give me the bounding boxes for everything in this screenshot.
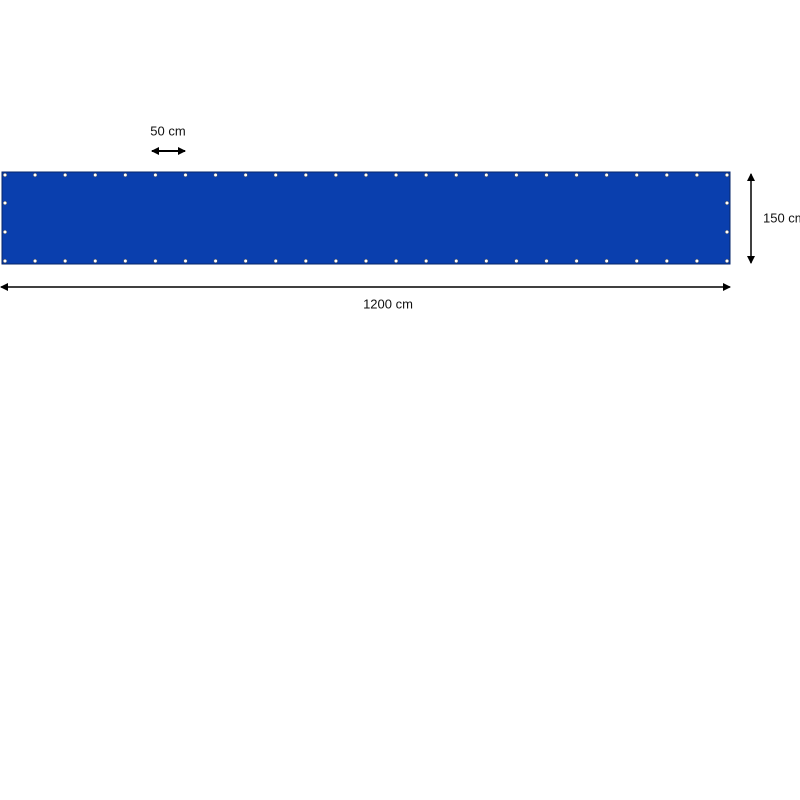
grommet xyxy=(303,172,308,177)
grommet xyxy=(424,172,429,177)
grommet xyxy=(183,172,188,177)
grommet xyxy=(93,172,98,177)
grommet xyxy=(333,259,338,264)
grommet xyxy=(3,259,7,264)
grommet xyxy=(664,172,669,177)
grommet xyxy=(604,172,609,177)
grommet xyxy=(63,172,68,177)
grommet xyxy=(454,259,459,264)
grommet xyxy=(574,172,579,177)
grommet xyxy=(364,172,369,177)
grommet xyxy=(725,200,730,205)
grommets xyxy=(3,172,730,264)
grommet xyxy=(273,172,278,177)
width-label: 1200 cm xyxy=(363,296,413,311)
grommet xyxy=(243,259,248,264)
grommet xyxy=(394,259,399,264)
grommet xyxy=(213,259,218,264)
grommet xyxy=(544,172,549,177)
grommet xyxy=(333,172,338,177)
grommet xyxy=(725,259,730,264)
grommet xyxy=(243,172,248,177)
grommet xyxy=(544,259,549,264)
grommet xyxy=(153,259,158,264)
height-label: 150 cm xyxy=(763,210,800,225)
grommet xyxy=(3,172,7,177)
grommet xyxy=(694,172,699,177)
grommet xyxy=(63,259,68,264)
grommet xyxy=(484,172,489,177)
grommet xyxy=(93,259,98,264)
grommet xyxy=(3,200,7,205)
grommet xyxy=(484,259,489,264)
grommet xyxy=(634,172,639,177)
grommet xyxy=(725,172,730,177)
grommet xyxy=(394,172,399,177)
grommet xyxy=(694,259,699,264)
tarp xyxy=(1,171,731,265)
grommet xyxy=(3,229,7,234)
grommet xyxy=(33,259,38,264)
grommet xyxy=(634,259,639,264)
grommet xyxy=(424,259,429,264)
grommet xyxy=(273,259,278,264)
spacing-label: 50 cm xyxy=(150,123,185,138)
grommet xyxy=(454,172,459,177)
grommet xyxy=(153,172,158,177)
grommet xyxy=(664,259,669,264)
grommet xyxy=(514,259,519,264)
grommet xyxy=(123,259,128,264)
grommet xyxy=(213,172,218,177)
grommet xyxy=(514,172,519,177)
grommet xyxy=(725,229,730,234)
grommet xyxy=(33,172,38,177)
grommet xyxy=(364,259,369,264)
grommet xyxy=(303,259,308,264)
grommet xyxy=(123,172,128,177)
grommet xyxy=(183,259,188,264)
grommet xyxy=(574,259,579,264)
grommet xyxy=(604,259,609,264)
